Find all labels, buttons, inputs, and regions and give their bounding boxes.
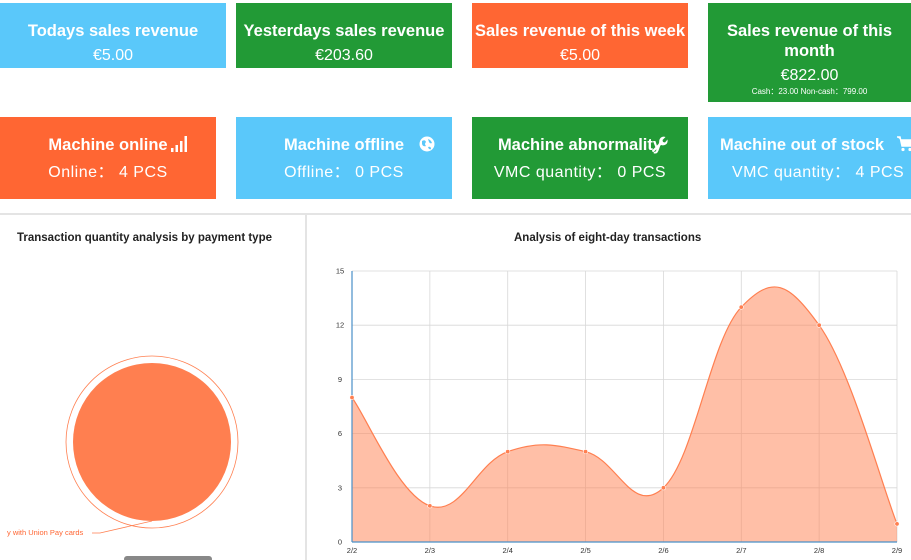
card-yesterday-revenue[interactable]: Yesterdays sales revenue €203.60 Cash：0.…: [236, 3, 452, 76]
card-title: Sales revenue of this month: [726, 22, 893, 60]
section-divider: [0, 213, 911, 215]
panel-divider: [305, 215, 307, 560]
data-point: [660, 485, 666, 491]
card-title: Machine abnormality: [497, 136, 663, 154]
y-tick-label: 0: [338, 538, 342, 547]
card-value: Online： 4 PCS: [48, 164, 168, 181]
card-breakdown: Cash：23.00 Non-cash：799.00: [751, 87, 868, 96]
data-point: [505, 449, 511, 455]
card-title: Yesterdays sales revenue: [243, 22, 445, 40]
data-point: [738, 304, 744, 310]
pie-chart: y with Union Pay cards: [7, 355, 239, 560]
x-tick-label: 2/7: [736, 546, 746, 555]
card-value: €5.00: [92, 47, 134, 64]
card-value: €5.00: [559, 47, 601, 64]
x-tick-label: 2/5: [580, 546, 590, 555]
wrench-icon: [652, 136, 668, 152]
area-chart: 0 3 6 9 12 15 2/2 2/3 2/4 2/5 2/6 2/7 2/8 2/9: [336, 267, 902, 556]
y-tick-label: 9: [338, 375, 342, 384]
card-value: VMC quantity： 4 PCS: [732, 164, 905, 181]
x-tick-label: 2/4: [502, 546, 512, 555]
card-machine-out-of-stock[interactable]: Machine out of stock VMC quantity： 4 PCS: [708, 117, 911, 199]
card-title: Todays sales revenue: [27, 22, 199, 40]
card-breakdown: Cash：0.00 Non-cash：5.00: [528, 67, 632, 76]
x-tick-label: 2/6: [658, 546, 668, 555]
data-point: [349, 394, 355, 400]
data-point: [894, 521, 900, 527]
x-tick-label: 2/8: [814, 546, 824, 555]
pie-slice-label: y with Union Pay cards: [7, 528, 84, 537]
area-fill: [352, 286, 897, 542]
area-chart-title: Analysis of eight-day transactions: [514, 232, 702, 244]
pie-outer-ring: [65, 355, 239, 529]
globe-icon: [419, 136, 435, 152]
pie-chart-title: Transaction quantity analysis by payment…: [17, 232, 272, 244]
card-value: Offline： 0 PCS: [284, 164, 404, 181]
cart-icon: [897, 136, 911, 152]
card-title: Machine online: [48, 136, 168, 154]
card-value: €203.60: [315, 47, 373, 64]
x-tick-label: 2/9: [892, 546, 902, 555]
data-point: [583, 449, 589, 455]
card-title: Machine offline: [283, 136, 405, 154]
card-breakdown: Cash：0.00 Non-cash：203.60: [288, 67, 400, 76]
card-machine-offline[interactable]: Machine offline Offline： 0 PCS: [236, 117, 452, 199]
card-today-revenue[interactable]: Todays sales revenue €5.00 Cash：0.00 Non…: [0, 3, 226, 76]
y-tick-label: 3: [338, 483, 342, 492]
card-title: Machine out of stock: [720, 136, 885, 154]
pie-slice[interactable]: [73, 363, 231, 521]
card-title: Sales revenue of this week: [474, 22, 685, 40]
y-tick-label: 15: [336, 267, 344, 276]
card-value: VMC quantity： 0 PCS: [493, 164, 667, 181]
card-machine-abnormality[interactable]: Machine abnormality VMC quantity： 0 PCS: [472, 117, 688, 199]
data-point: [427, 503, 433, 509]
card-machine-online[interactable]: Machine online Online： 4 PCS: [0, 117, 216, 199]
card-month-revenue[interactable]: Sales revenue of this month €822.00 Cash…: [708, 3, 911, 102]
card-breakdown: Cash：0.00 Non-cash：5.00: [61, 67, 165, 76]
x-tick-label: 2/2: [347, 546, 357, 555]
pie-label-leader: [92, 520, 153, 534]
legend-pill: [124, 556, 212, 560]
data-point: [816, 322, 822, 328]
y-tick-label: 6: [338, 429, 342, 438]
signal-bars-icon: [171, 136, 187, 152]
x-tick-label: 2/3: [425, 546, 435, 555]
y-tick-label: 12: [336, 321, 344, 330]
card-value: €822.00: [780, 67, 839, 84]
card-week-revenue[interactable]: Sales revenue of this week €5.00 Cash：0.…: [472, 3, 688, 76]
